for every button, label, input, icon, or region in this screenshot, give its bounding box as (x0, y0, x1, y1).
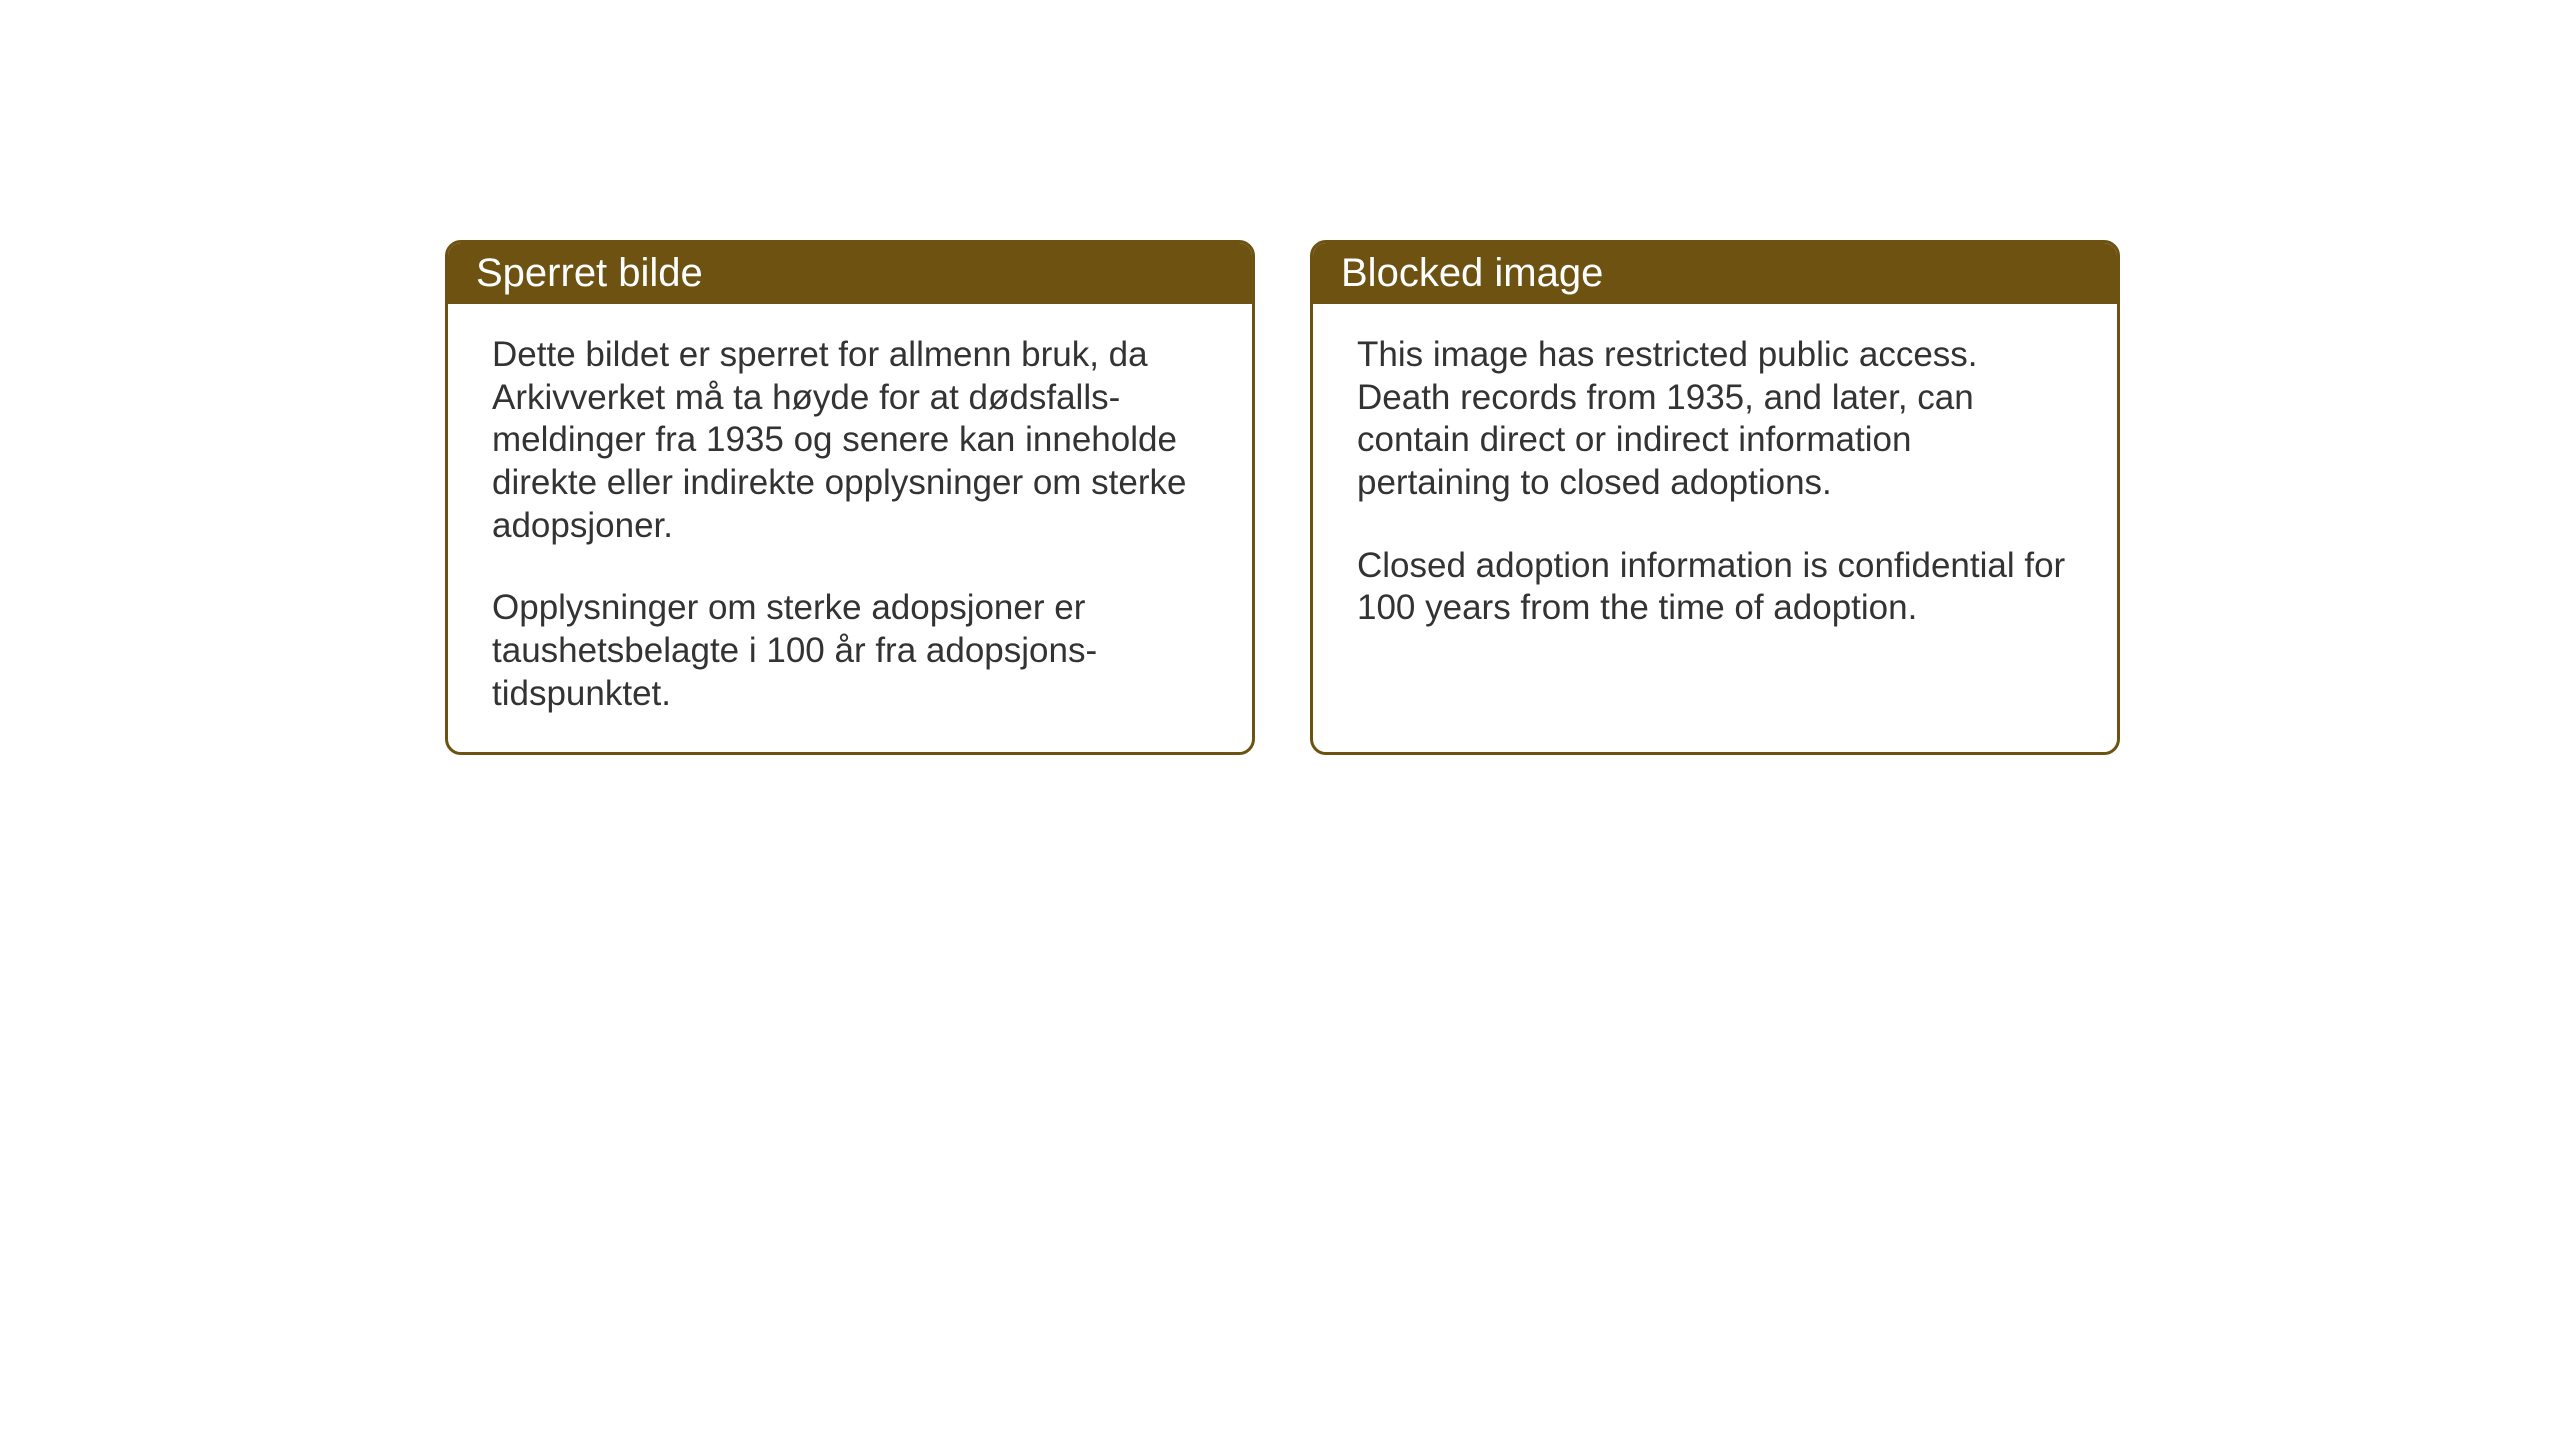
notice-header-norwegian: Sperret bilde (448, 243, 1252, 304)
notice-paragraph-1-english: This image has restricted public access.… (1357, 334, 2073, 505)
notice-paragraph-2-norwegian: Opplysninger om sterke adopsjoner er tau… (492, 587, 1208, 715)
notice-paragraph-2-english: Closed adoption information is confident… (1357, 545, 2073, 630)
notice-title-english: Blocked image (1341, 251, 1603, 295)
notice-paragraph-1-norwegian: Dette bildet er sperret for allmenn bruk… (492, 334, 1208, 547)
notice-box-english: Blocked image This image has restricted … (1310, 240, 2120, 755)
notice-header-english: Blocked image (1313, 243, 2117, 304)
notice-body-norwegian: Dette bildet er sperret for allmenn bruk… (448, 304, 1252, 752)
notice-title-norwegian: Sperret bilde (476, 251, 703, 295)
notice-body-english: This image has restricted public access.… (1313, 304, 2117, 666)
notice-box-norwegian: Sperret bilde Dette bildet er sperret fo… (445, 240, 1255, 755)
notice-container: Sperret bilde Dette bildet er sperret fo… (445, 240, 2120, 755)
